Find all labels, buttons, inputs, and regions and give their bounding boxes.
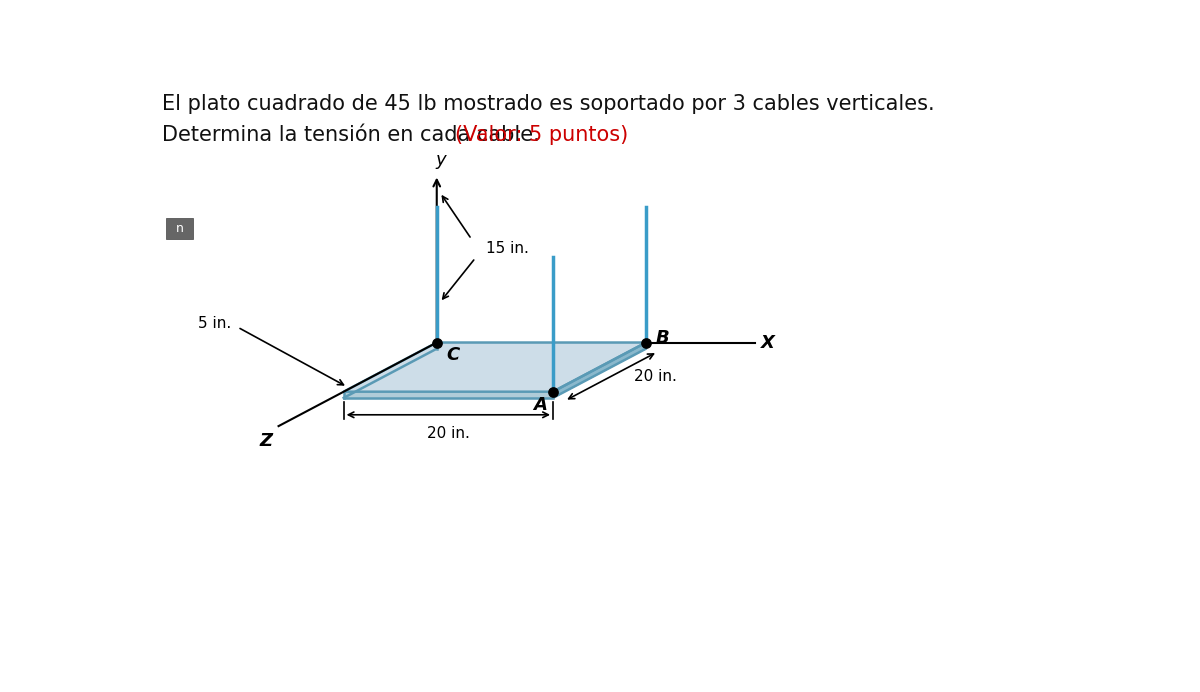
Text: 15 in.: 15 in. <box>486 241 528 256</box>
Polygon shape <box>343 392 553 398</box>
Text: A: A <box>533 396 547 414</box>
Point <box>427 337 446 348</box>
Text: Z: Z <box>259 432 272 450</box>
Polygon shape <box>553 343 646 398</box>
Point <box>636 337 655 348</box>
Text: El plato cuadrado de 45 lb mostrado es soportado por 3 cables verticales.: El plato cuadrado de 45 lb mostrado es s… <box>162 94 935 113</box>
Text: X: X <box>761 334 774 352</box>
Text: y: y <box>436 152 446 170</box>
Text: C: C <box>446 347 460 365</box>
Text: (Valor: 5 puntos): (Valor: 5 puntos) <box>455 125 628 145</box>
Polygon shape <box>343 343 646 392</box>
Text: 20 in.: 20 in. <box>427 426 469 441</box>
Text: n: n <box>175 222 184 235</box>
Text: 20 in.: 20 in. <box>635 369 677 384</box>
Text: B: B <box>655 329 670 347</box>
Text: 5 in.: 5 in. <box>198 316 232 331</box>
FancyBboxPatch shape <box>167 218 193 239</box>
Point <box>544 386 563 397</box>
Text: Determina la tensión en cada cable.: Determina la tensión en cada cable. <box>162 125 546 145</box>
